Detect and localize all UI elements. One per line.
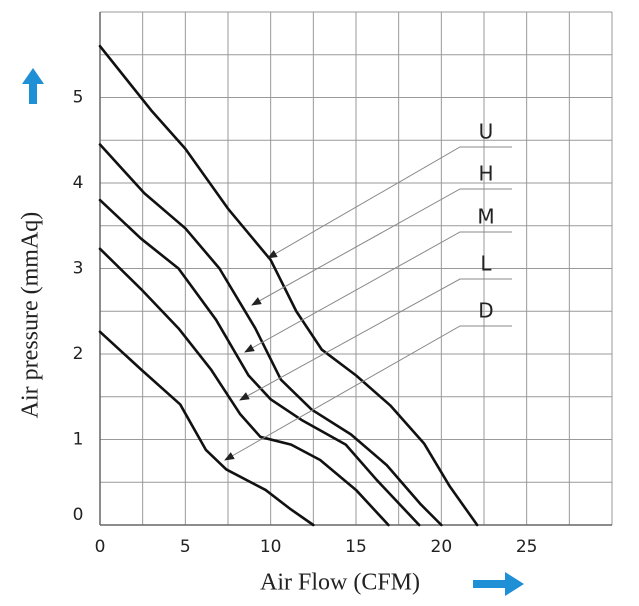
x-tick-label: 25 <box>516 537 538 557</box>
curve <box>98 143 443 527</box>
y-arrow-icon <box>22 68 44 104</box>
x-tick-label: 5 <box>180 537 191 557</box>
leader-line <box>251 188 512 306</box>
y-tick-label: 4 <box>73 173 84 193</box>
y-tick-label: 5 <box>73 88 84 108</box>
y-tick-label: 1 <box>73 430 84 450</box>
series-label: M <box>477 205 494 229</box>
curve <box>98 198 421 527</box>
x-tick-label: 20 <box>431 537 453 557</box>
leader-line <box>224 325 512 461</box>
leader-line <box>244 231 512 353</box>
y-tick-label: 3 <box>73 259 84 279</box>
leader-line <box>239 278 512 401</box>
x-axis-label: Air Flow (CFM) <box>260 570 420 596</box>
y-tick-label: 2 <box>73 344 84 364</box>
x-tick-label: 15 <box>345 537 367 557</box>
curve <box>98 44 479 527</box>
series-label: U <box>479 120 494 144</box>
x-tick-label: 0 <box>95 537 106 557</box>
curve <box>98 247 390 527</box>
y-tick-label: 0 <box>73 505 84 525</box>
series-label: H <box>478 162 493 186</box>
series-label: L <box>480 252 492 276</box>
x-arrow-icon <box>473 572 524 596</box>
series-label: D <box>478 299 493 323</box>
curve <box>98 330 315 527</box>
leader-line <box>267 146 512 259</box>
x-tick-label: 10 <box>260 537 282 557</box>
y-axis-label: Air pressure (mmAq) <box>18 212 44 419</box>
